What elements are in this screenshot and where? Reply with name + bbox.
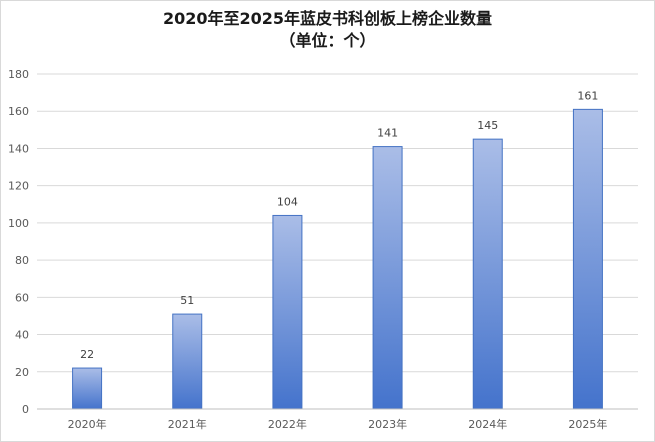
y-tick-label: 20 — [15, 366, 29, 379]
data-label: 22 — [80, 348, 94, 361]
data-labels: 22 51 104 141 145 161 — [80, 89, 598, 361]
data-label: 51 — [180, 294, 194, 307]
x-tick-label: 2022年 — [268, 417, 307, 431]
y-tick-label: 140 — [8, 142, 29, 155]
chart-title: 2020年至2025年蓝皮书科创板上榜企业数量 — [162, 9, 493, 28]
data-label: 104 — [277, 195, 298, 208]
y-tick-label: 100 — [8, 217, 29, 230]
bar — [472, 138, 503, 410]
data-label: 161 — [577, 89, 598, 102]
bar — [572, 108, 603, 410]
y-tick-label: 160 — [8, 105, 29, 118]
chart-title-block: 2020年至2025年蓝皮书科创板上榜企业数量 （单位：个） — [0, 8, 655, 52]
y-tick-label: 0 — [22, 403, 29, 416]
y-tick-label: 80 — [15, 254, 29, 267]
y-tick-label: 180 — [8, 68, 29, 81]
y-tick-label: 120 — [8, 180, 29, 193]
bar — [172, 313, 203, 410]
y-tick-label: 40 — [15, 329, 29, 342]
x-tick-label: 2024年 — [468, 417, 507, 431]
x-tick-label: 2025年 — [568, 417, 607, 431]
gridlines — [37, 73, 638, 373]
y-axis: 0 20 40 60 80 100 120 140 160 180 — [8, 68, 29, 416]
x-axis: 2020年 2021年 2022年 2023年 2024年 2025年 — [37, 408, 638, 431]
chart-subtitle: （单位：个） — [279, 31, 376, 50]
y-tick-label: 60 — [15, 291, 29, 304]
bar — [72, 367, 103, 410]
x-tick-label: 2021年 — [168, 417, 207, 431]
bar — [272, 214, 303, 410]
bar — [372, 146, 403, 410]
data-label: 141 — [377, 127, 398, 140]
x-tick-label: 2020年 — [68, 417, 107, 431]
bars — [72, 108, 603, 410]
data-label: 145 — [477, 119, 498, 132]
x-tick-label: 2023年 — [368, 417, 407, 431]
